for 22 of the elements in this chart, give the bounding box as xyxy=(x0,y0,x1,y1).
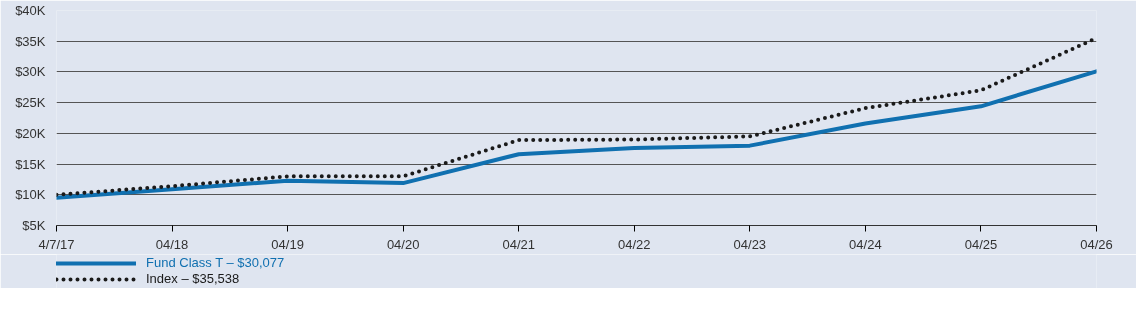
line-series xyxy=(56,69,1097,200)
text: Fund Class T – $30,077 xyxy=(146,255,285,270)
line-series xyxy=(56,36,1097,197)
y-tick-label: $40K xyxy=(15,3,46,18)
y-tick-label: $25K xyxy=(15,95,46,111)
x-tick-label: 04/20 xyxy=(386,236,420,252)
x-tick-label: 04/18 xyxy=(155,236,189,252)
y-tick-label: $10K xyxy=(15,187,46,203)
x-tick-label: 04/19 xyxy=(271,236,304,252)
x-tick-label: 04/24 xyxy=(849,236,882,252)
x-tick-label: 4/7/17 xyxy=(38,236,75,252)
x-tick-label: 04/22 xyxy=(618,236,651,252)
y-tick-label: $5K xyxy=(22,218,46,233)
text: Index – $35,538 xyxy=(146,271,240,286)
y-tick-label: $30K xyxy=(15,64,46,80)
x-tick-label: 04/26 xyxy=(1080,236,1113,252)
x-tick-label: 04/21 xyxy=(502,236,535,252)
x-tick-label: 04/23 xyxy=(733,236,767,252)
y-tick-label: $15K xyxy=(15,156,46,172)
y-tick-label: $35K xyxy=(15,33,46,49)
y-tick-label: $20K xyxy=(15,125,46,141)
x-tick-label: 04/25 xyxy=(964,236,998,252)
